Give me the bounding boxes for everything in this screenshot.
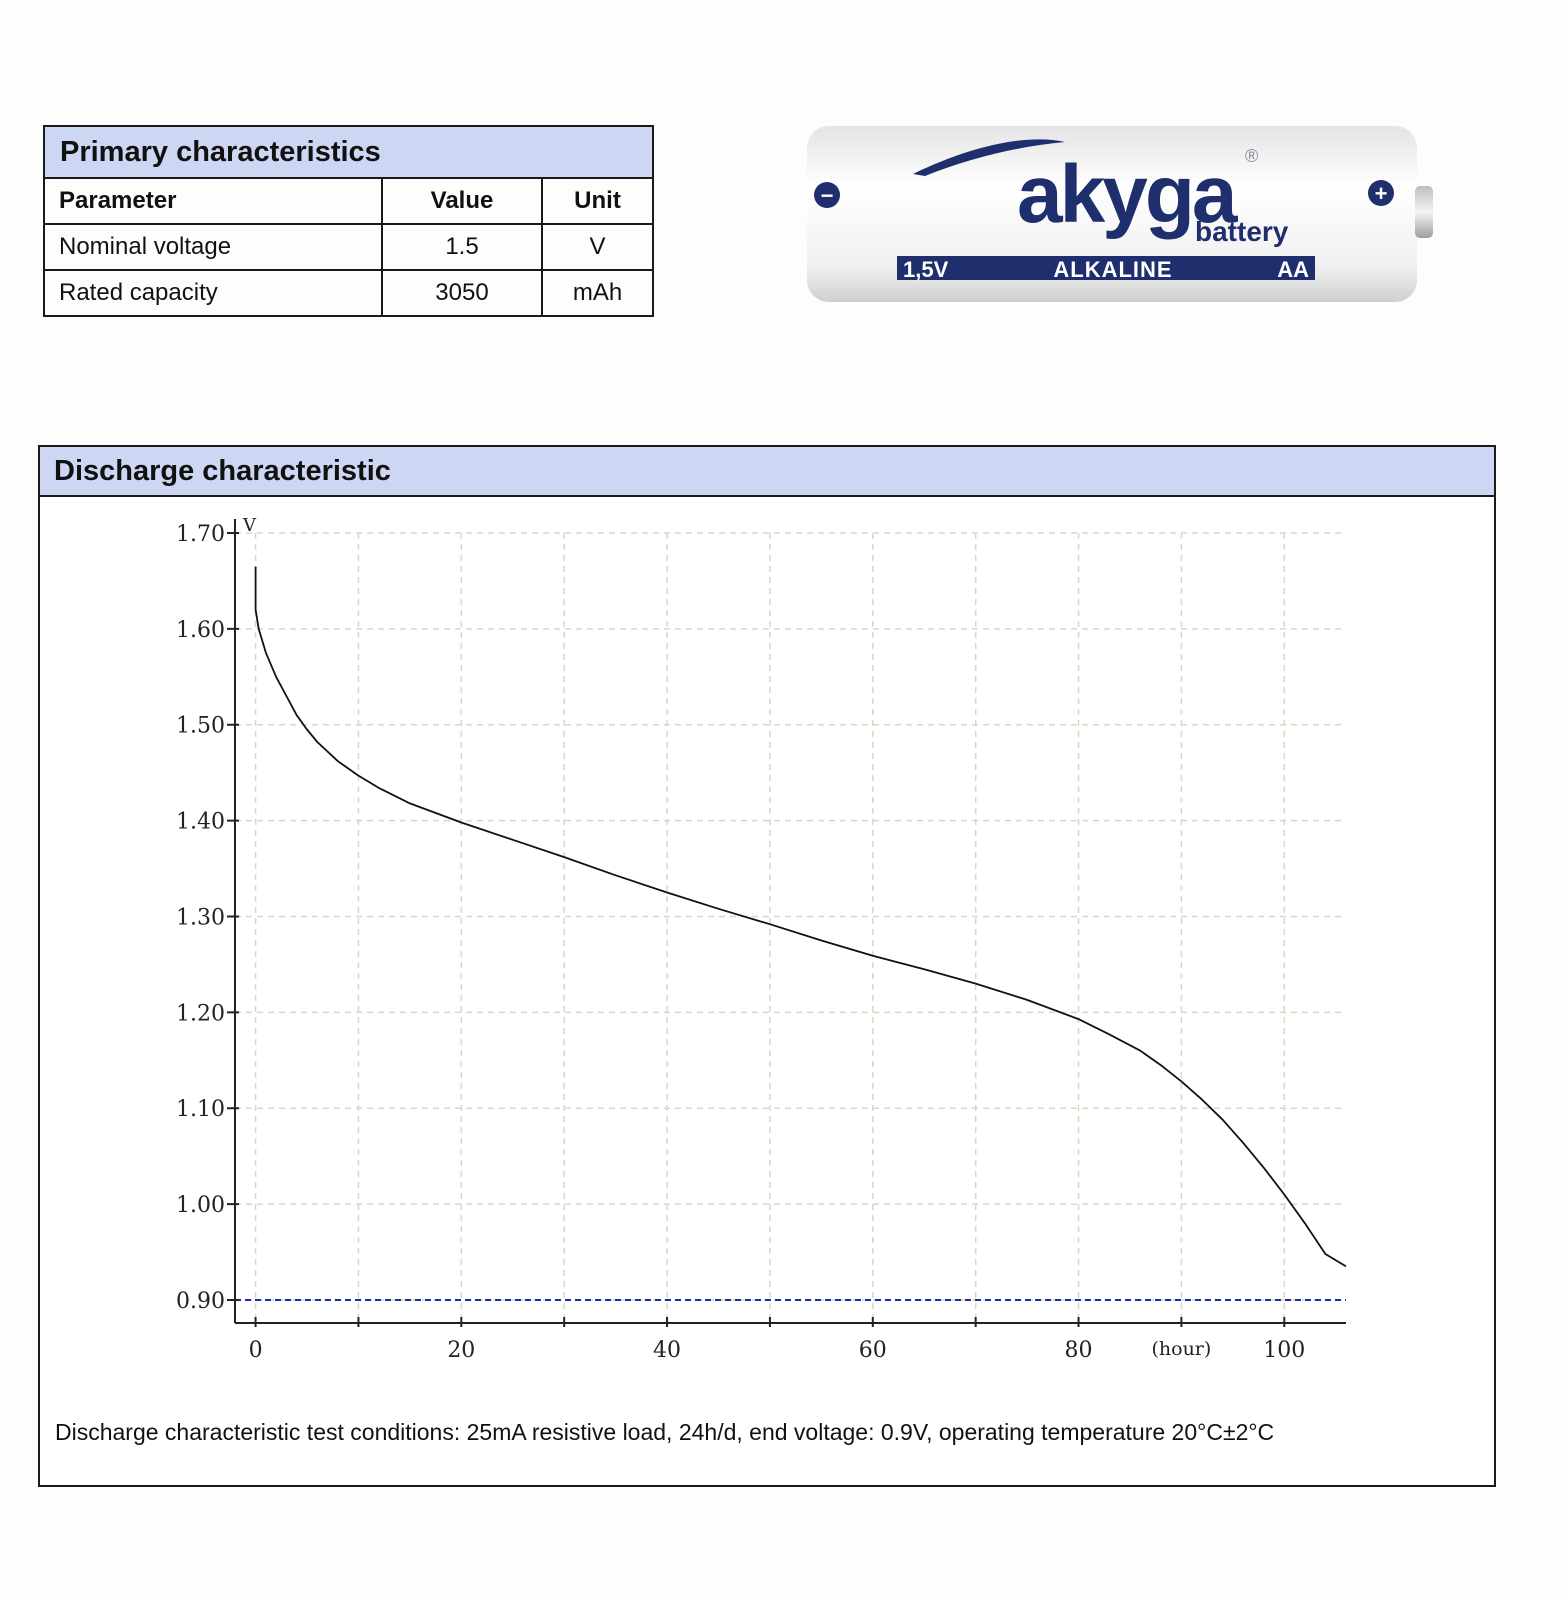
y-tick-label: 0.90 [176, 1289, 225, 1314]
row-value: 3050 [381, 269, 543, 317]
row-value: 1.5 [381, 223, 543, 271]
primary-title: Primary characteristics [42, 125, 655, 179]
x-tick-label: 60 [859, 1338, 887, 1363]
header-parameter: Parameter [43, 177, 383, 225]
row-parameter: Rated capacity [43, 269, 383, 317]
plus-terminal-icon [1368, 180, 1394, 206]
registered-mark: ® [1245, 146, 1258, 166]
y-tick-label: 1.30 [176, 905, 225, 930]
brand-swoosh [913, 139, 1065, 176]
y-tick-label: 1.50 [176, 714, 225, 739]
x-tick-label: 100 [1263, 1338, 1305, 1363]
x-tick-label: 80 [1065, 1338, 1093, 1363]
battery-terminal [1415, 186, 1433, 238]
minus-sign: − [821, 183, 834, 208]
row-unit: mAh [540, 269, 655, 317]
y-tick-label: 1.40 [176, 810, 225, 835]
brand-sub: battery [1195, 216, 1289, 247]
discharge-chart: 1.70 1.60 1.50 1.40 1.30 1.20 1.10 1.00 0.90 0 20 4… [176, 515, 1347, 1363]
y-tick-label: 1.20 [176, 1001, 225, 1026]
y-tick-label: 1.10 [176, 1097, 225, 1122]
discharge-caption: Discharge characteristic test conditions… [55, 1419, 1275, 1445]
y-tick-label: 1.00 [176, 1193, 225, 1218]
plus-sign: + [1375, 181, 1388, 206]
table-row: Nominal voltage 1.5 V [43, 223, 655, 271]
table-row: Rated capacity 3050 mAh [43, 269, 655, 317]
y-tick-label: 1.60 [176, 618, 225, 643]
x-tick-label: 0 [249, 1338, 263, 1363]
band-type: ALKALINE [1053, 257, 1172, 282]
battery-band [897, 256, 1315, 280]
discharge-curve-line [254, 566, 1347, 1268]
row-unit: V [540, 223, 655, 271]
header-value: Value [381, 177, 543, 225]
battery-image: − + akyga battery ® 1,5V ALKALINE AA [807, 126, 1433, 302]
discharge-title: Discharge characteristic [40, 447, 1494, 497]
header-unit: Unit [540, 177, 655, 225]
x-axis-unit-label: (hour) [1151, 1338, 1211, 1360]
x-tick-label: 20 [447, 1338, 475, 1363]
y-tick-label: 1.70 [176, 522, 225, 547]
minus-terminal-icon [814, 182, 840, 208]
discharge-panel: Discharge characteristic 1.70 1.60 1.50 1.4… [38, 445, 1496, 1487]
band-size: AA [1277, 257, 1309, 282]
y-axis-unit-label: V [242, 515, 257, 536]
x-tick-label: 40 [653, 1338, 681, 1363]
brand-logo: akyga [1017, 149, 1239, 240]
band-voltage: 1,5V [903, 257, 949, 282]
primary-characteristics-table: Primary characteristics Parameter Value … [42, 125, 655, 317]
row-parameter: Nominal voltage [43, 223, 383, 271]
